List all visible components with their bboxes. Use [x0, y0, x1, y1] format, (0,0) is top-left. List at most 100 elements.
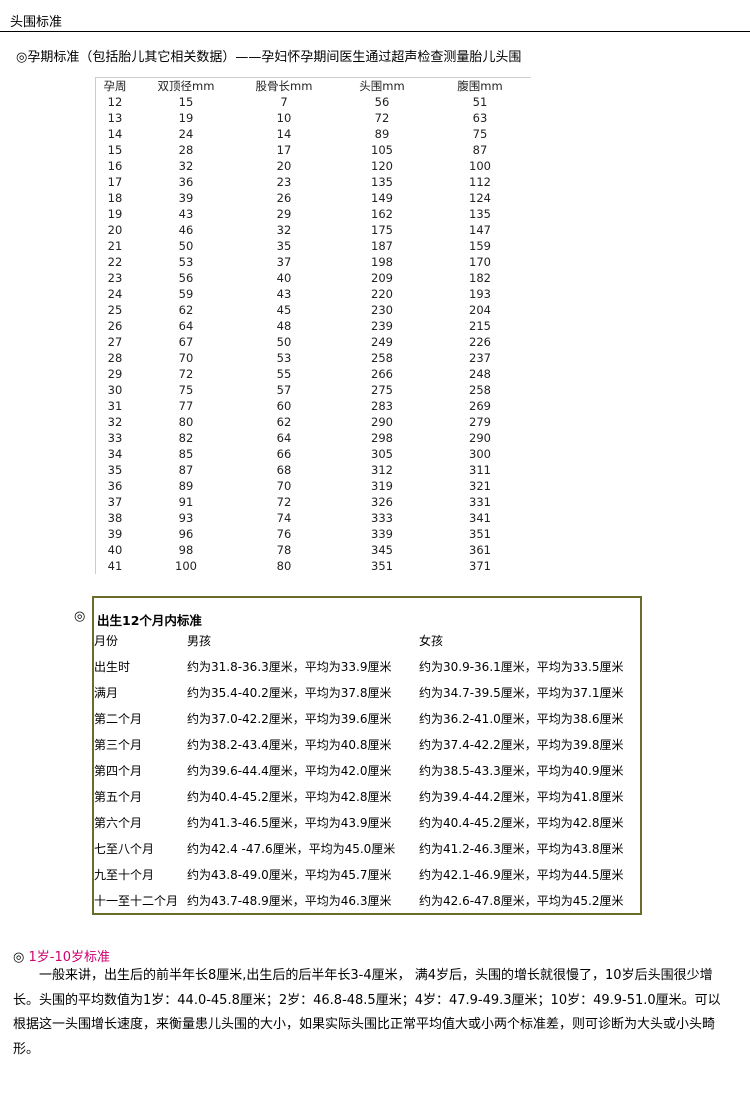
table-cell: 19	[107, 207, 123, 221]
table-cell: 75	[178, 383, 194, 397]
table-cell: 10	[276, 111, 292, 125]
table-cell: 约为31.8-36.3厘米，平均为33.9厘米	[187, 660, 392, 674]
table-cell: 12	[107, 95, 123, 109]
child-section-heading: ◎ 1岁-10岁标准	[13, 946, 110, 965]
table-cell: 48	[276, 319, 292, 333]
table-cell: 16	[107, 159, 123, 173]
table-cell: 七至八个月	[94, 842, 155, 856]
table-cell: 135	[371, 175, 393, 189]
table-cell: 满月	[94, 686, 119, 700]
table-cell: 249	[371, 335, 393, 349]
table-row: 12 15 7 56 51	[96, 94, 531, 110]
table-cell: 27	[107, 335, 123, 349]
table-row: 19 43 29 162 135	[96, 206, 531, 222]
table-cell: 91	[178, 495, 194, 509]
table-cell: 339	[371, 527, 393, 541]
table-cell: 约为38.2-43.4厘米，平均为40.8厘米	[187, 738, 392, 752]
table-cell: 39	[178, 191, 194, 205]
table-cell: 40	[276, 271, 292, 285]
table-cell: 第二个月	[94, 712, 143, 726]
table-cell: 约为42.4 -47.6厘米，平均为45.0厘米	[187, 842, 396, 856]
table-cell: 341	[469, 511, 491, 525]
table-row: 30 75 57 275 258	[96, 382, 531, 398]
table-cell: 248	[469, 367, 491, 381]
fetal-measurement-table: 孕周 双顶径mm 股骨长mm 头围mm 腹围mm 12 15 7 56 51 13 19 10 72 63 1…	[95, 77, 531, 574]
table-cell: 55	[276, 367, 292, 381]
table-cell: 149	[371, 191, 393, 205]
table-cell: 230	[371, 303, 393, 317]
table-cell: 87	[178, 463, 194, 477]
table-cell: 170	[469, 255, 491, 269]
table-cell: 159	[469, 239, 491, 253]
table-cell: 80	[178, 415, 194, 429]
table-cell: 80	[276, 559, 292, 573]
table-cell: 约为41.2-46.3厘米，平均为43.8厘米	[419, 842, 624, 856]
table-cell: 约为36.2-41.0厘米，平均为38.6厘米	[419, 712, 624, 726]
table-row: 17 36 23 135 112	[96, 174, 531, 190]
table-cell: 32	[178, 159, 194, 173]
table-cell: 89	[374, 127, 390, 141]
table-row: 18 39 26 149 124	[96, 190, 531, 206]
table-cell: 59	[178, 287, 194, 301]
table-cell: 258	[371, 351, 393, 365]
table-cell: 351	[371, 559, 393, 573]
table-cell: 第四个月	[94, 764, 143, 778]
column-header: 股骨长mm	[255, 79, 313, 93]
table-cell: 24	[107, 287, 123, 301]
table-row: 24 59 43 220 193	[96, 286, 531, 302]
column-header: 头围mm	[359, 79, 405, 93]
table-cell: 162	[371, 207, 393, 221]
table-cell: 53	[178, 255, 194, 269]
table-cell: 85	[178, 447, 194, 461]
table-cell: 40	[107, 543, 123, 557]
column-header: 男孩	[187, 634, 212, 648]
column-header: 女孩	[419, 634, 444, 648]
table-cell: 63	[472, 111, 488, 125]
table-cell: 约为38.5-43.3厘米，平均为40.9厘米	[419, 764, 624, 778]
table-cell: 135	[469, 207, 491, 221]
table-cell: 31	[107, 399, 123, 413]
table-cell: 约为39.4-44.2厘米，平均为41.8厘米	[419, 790, 624, 804]
table-cell: 28	[107, 351, 123, 365]
table-cell: 62	[276, 415, 292, 429]
table-row: 13 19 10 72 63	[96, 110, 531, 126]
table-cell: 345	[371, 543, 393, 557]
table-cell: 45	[276, 303, 292, 317]
table-cell: 约为40.4-45.2厘米，平均为42.8厘米	[187, 790, 392, 804]
table-cell: 50	[178, 239, 194, 253]
table-cell: 198	[371, 255, 393, 269]
table-cell: 319	[371, 479, 393, 493]
table-cell: 266	[371, 367, 393, 381]
table-cell: 35	[276, 239, 292, 253]
table-cell: 14	[276, 127, 292, 141]
table-cell: 13	[107, 111, 123, 125]
table-cell: 第六个月	[94, 816, 143, 830]
table-cell: 34	[107, 447, 123, 461]
table-row: 36 89 70 319 321	[96, 478, 531, 494]
table-cell: 100	[469, 159, 491, 173]
table-cell: 约为42.6-47.8厘米，平均为45.2厘米	[419, 894, 624, 908]
column-header: 腹围mm	[457, 79, 503, 93]
table-cell: 89	[178, 479, 194, 493]
table-cell: 66	[276, 447, 292, 461]
table-cell: 43	[178, 207, 194, 221]
table-row: 28 70 53 258 237	[96, 350, 531, 366]
table-cell: 331	[469, 495, 491, 509]
section-marker: ◎	[13, 950, 25, 965]
table-cell: 283	[371, 399, 393, 413]
table-cell: 72	[178, 367, 194, 381]
table-cell: 204	[469, 303, 491, 317]
table-cell: 18	[107, 191, 123, 205]
table-cell: 193	[469, 287, 491, 301]
pregnancy-section-heading: ◎孕期标准（包括胎儿其它相关数据）——孕妇怀孕期间医生通过超声检查测量胎儿头围	[16, 50, 522, 65]
table-cell: 77	[178, 399, 194, 413]
table-cell: 70	[178, 351, 194, 365]
column-header: 孕周	[103, 79, 127, 93]
table-cell: 187	[371, 239, 393, 253]
table-cell: 87	[472, 143, 488, 157]
table-cell: 约为42.1-46.9厘米，平均为44.5厘米	[419, 868, 624, 882]
column-header: 月份	[94, 634, 119, 648]
table-cell: 361	[469, 543, 491, 557]
table-cell: 19	[178, 111, 194, 125]
table-cell: 53	[276, 351, 292, 365]
